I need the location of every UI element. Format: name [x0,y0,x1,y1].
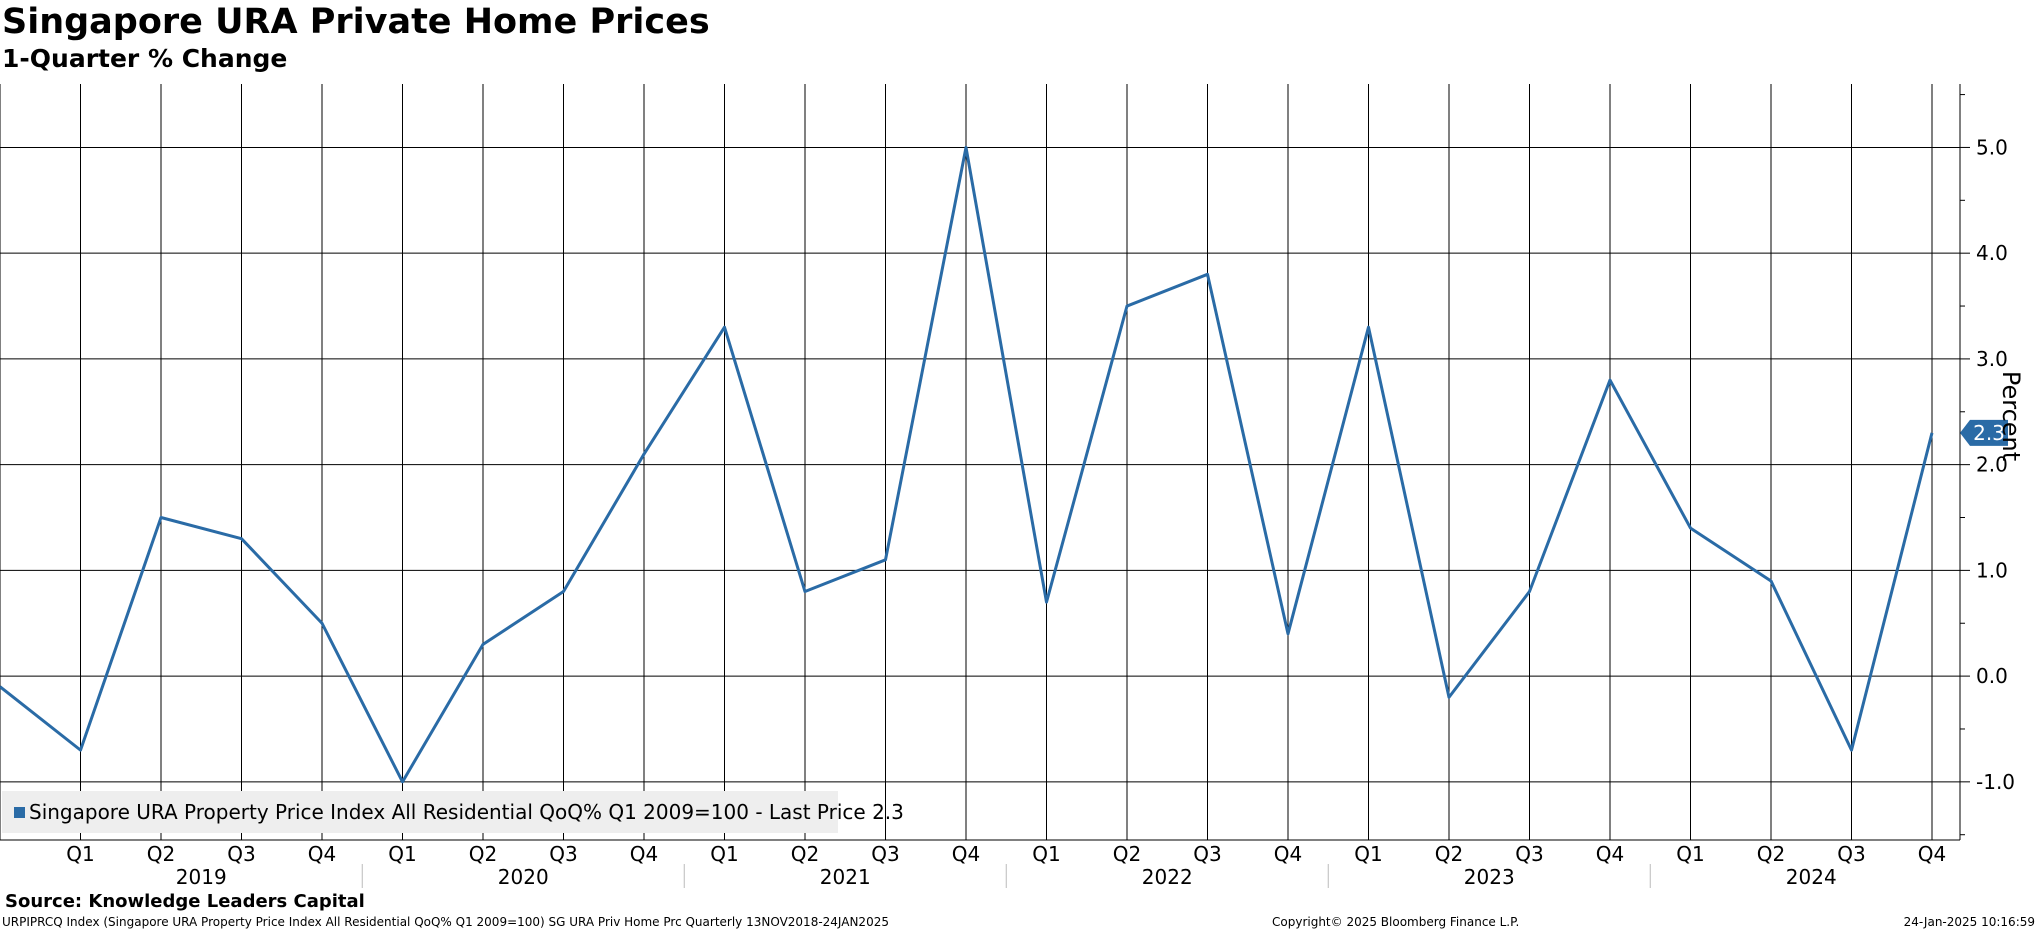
horizontal-gridlines [0,146,1960,783]
legend-swatch [14,807,25,818]
x-tick-label: Q4 [1596,842,1624,866]
x-tick-label: Q1 [1354,842,1382,866]
y-tick-label: 3.0 [1976,347,2008,371]
x-tick-label: Q4 [308,842,336,866]
x-tick-label: Q2 [1757,842,1785,866]
legend: Singapore URA Property Price Index All R… [2,791,904,833]
x-tick-label: Q3 [1193,842,1221,866]
timestamp: 24-Jan-2025 10:16:59 [1903,915,2035,929]
x-tick-label: Q4 [1918,842,1946,866]
copyright: Copyright© 2025 Bloomberg Finance L.P. [1272,915,1520,929]
x-tick-label: Q3 [1515,842,1543,866]
y-tick-label: 4.0 [1976,241,2008,265]
x-tick-label: Q3 [549,842,577,866]
x-year-label: 2023 [1464,865,1515,889]
legend-label: Singapore URA Property Price Index All R… [29,800,904,824]
x-tick-label: Q1 [388,842,416,866]
y-tick-label: 2.0 [1976,453,2008,477]
source-text: Source: Knowledge Leaders Capital [5,891,365,912]
last-value-label: 2.3 [1973,421,2005,445]
x-tick-label: Q1 [1032,842,1060,866]
x-tick-label: Q1 [66,842,94,866]
vertical-gridlines [80,84,1933,840]
x-tick-label: Q2 [1113,842,1141,866]
y-tick-label: 5.0 [1976,135,2008,159]
x-tick-label: Q3 [1837,842,1865,866]
y-tick-label: 1.0 [1976,558,2008,582]
x-year-label: 2020 [498,865,549,889]
y-axis-title: Percent [1997,371,2025,461]
x-tick-label: Q1 [1676,842,1704,866]
chart-title: Singapore URA Private Home Prices [2,2,710,42]
axes [0,84,1970,888]
x-tick-label: Q2 [469,842,497,866]
x-tick-label: Q4 [1274,842,1302,866]
x-tick-label: Q4 [630,842,658,866]
x-tick-label: Q1 [710,842,738,866]
x-year-label: 2024 [1786,865,1837,889]
x-year-label: 2019 [176,865,227,889]
tick-labels: -1.0 0.0 1.0 2.0 3.0 4.0 5.0 Percent Q1 Q2 Q3 Q4 Q1 Q… [66,135,2025,889]
x-year-label: 2022 [1142,865,1193,889]
x-tick-label: Q3 [871,842,899,866]
index-info: URPIPRCQ Index (Singapore URA Property P… [2,915,889,929]
x-tick-label: Q3 [227,842,255,866]
x-tick-label: Q4 [952,842,980,866]
x-year-label: 2021 [820,865,871,889]
y-tick-label: 0.0 [1976,664,2008,688]
series-layer: 2.3 [0,145,2008,784]
y-tick-label: -1.0 [1976,770,2015,794]
chart-subtitle: 1-Quarter % Change [2,44,288,73]
last-value-tag [1960,419,2008,446]
x-tick-label: Q2 [1435,842,1463,866]
x-tick-label: Q2 [791,842,819,866]
x-tick-label: Q2 [147,842,175,866]
